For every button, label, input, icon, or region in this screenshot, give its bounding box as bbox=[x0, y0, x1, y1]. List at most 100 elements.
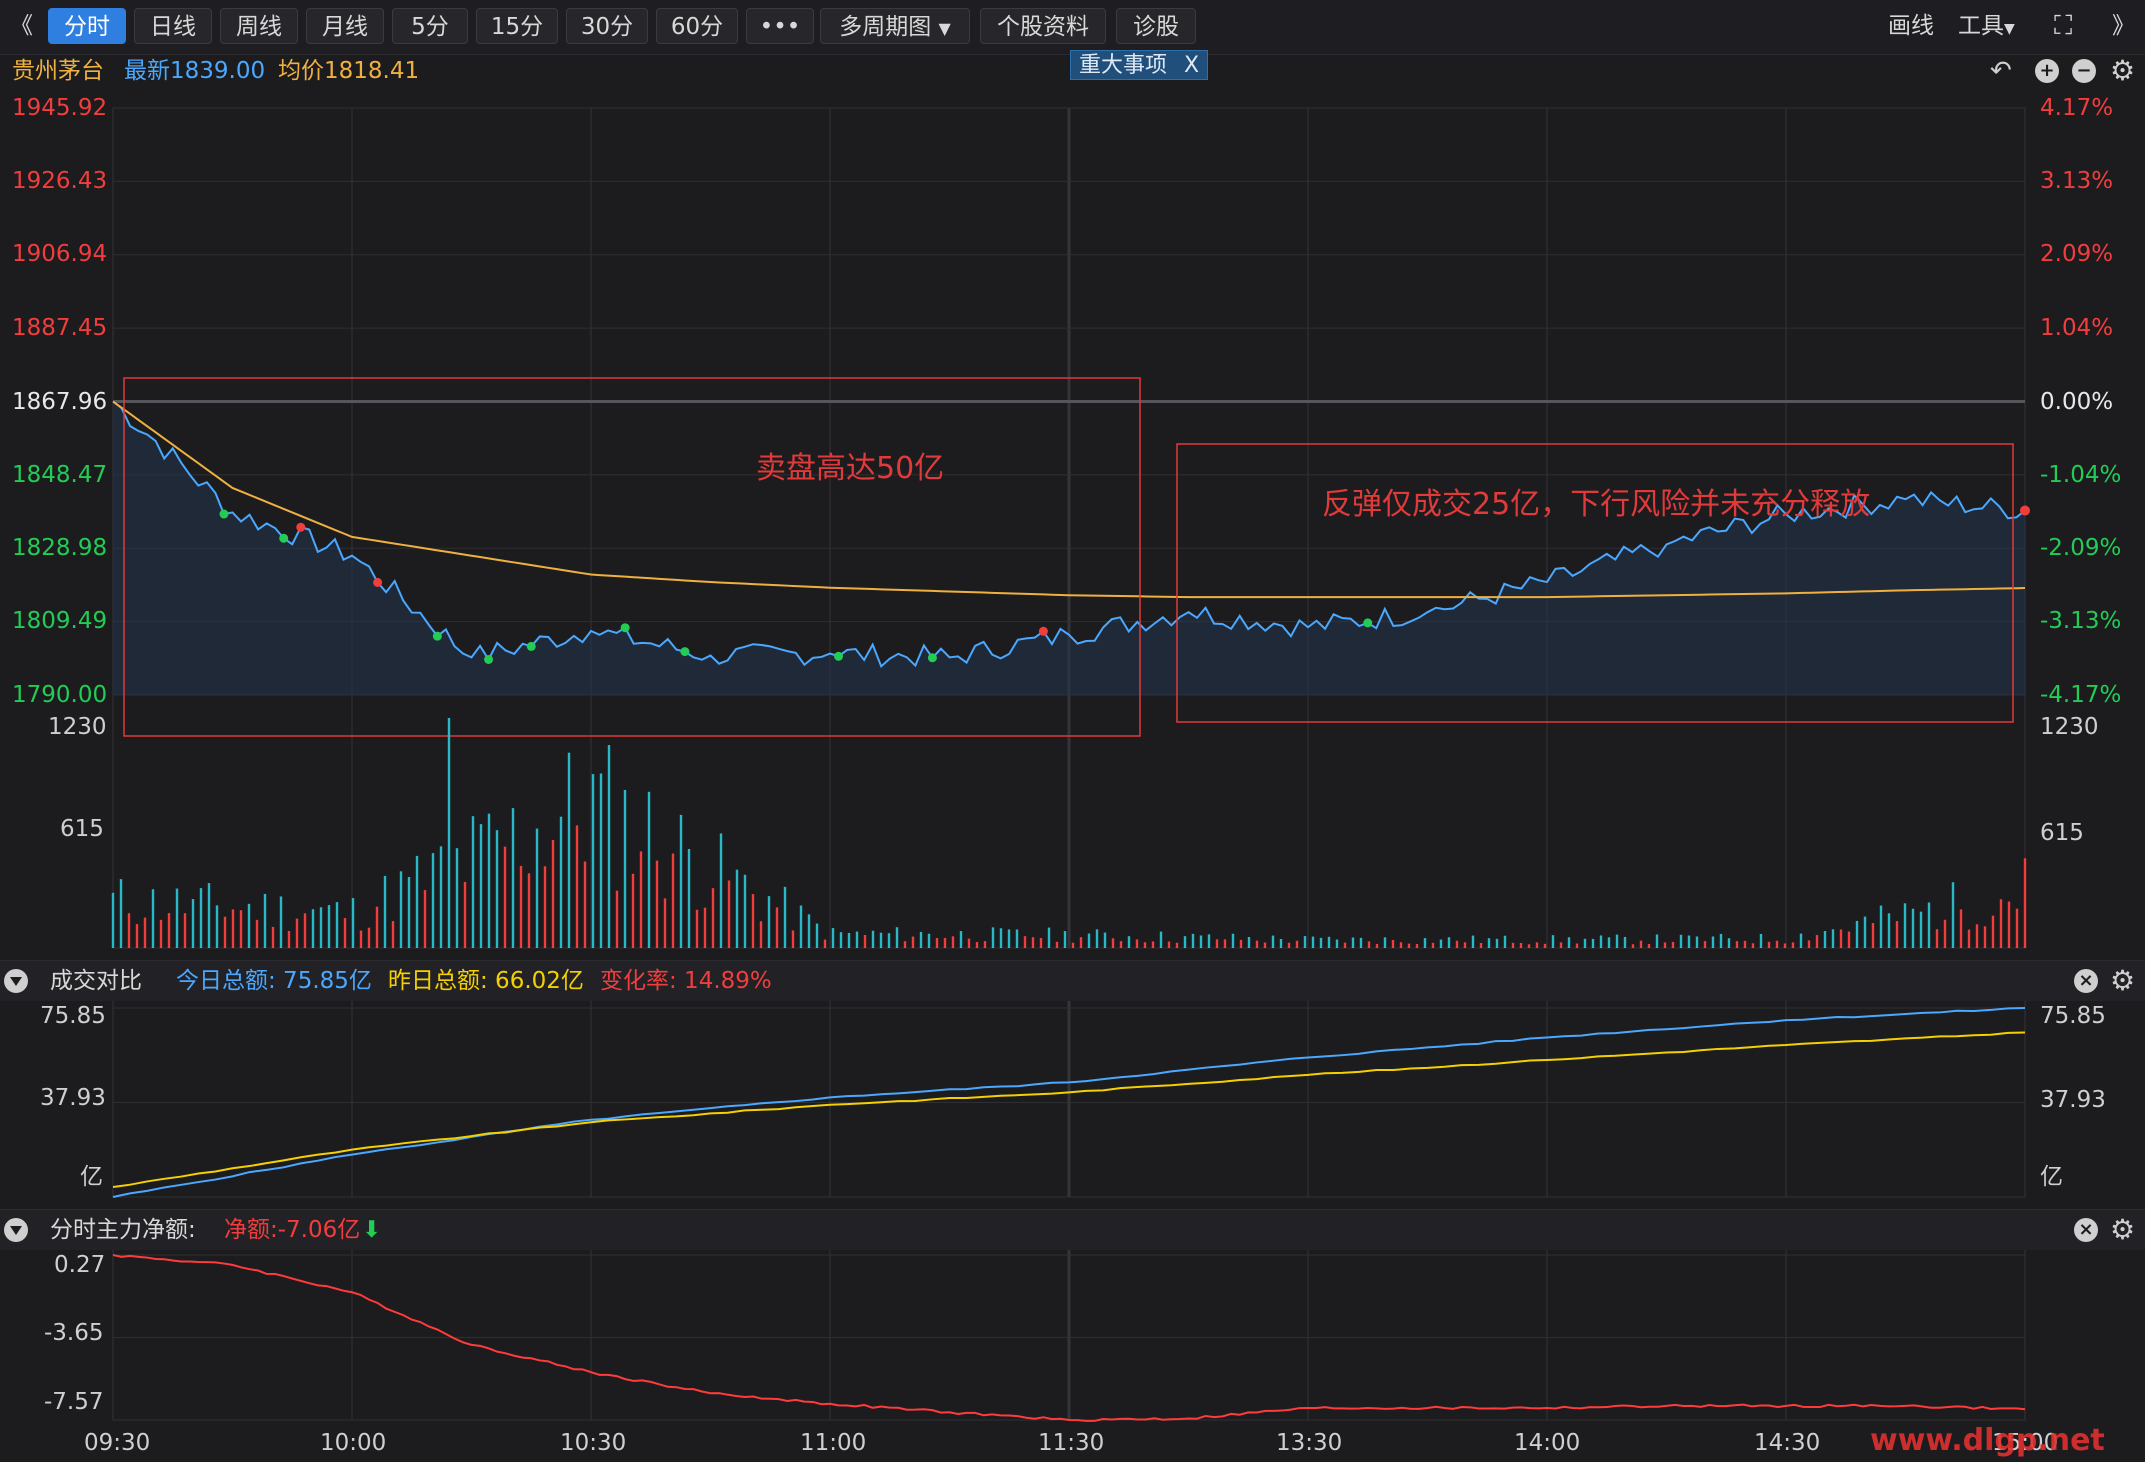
volume-bar bbox=[1527, 944, 1531, 948]
volume-bar bbox=[1719, 933, 1723, 948]
volume-bar bbox=[695, 909, 699, 948]
net-flow-value: 净额:-7.06亿 bbox=[224, 1217, 361, 1243]
pct-tick: -2.09% bbox=[2040, 535, 2122, 561]
amount-panel-title: 成交对比 bbox=[50, 968, 142, 994]
volume-bar bbox=[983, 941, 987, 948]
volume-bar bbox=[1319, 937, 1323, 948]
volume-bar bbox=[1119, 941, 1123, 948]
volume-bar bbox=[1575, 943, 1579, 948]
volume-bar bbox=[119, 879, 123, 948]
volume-bar bbox=[1991, 915, 1995, 948]
tab-30min[interactable]: 30分 bbox=[566, 8, 648, 44]
collapse-panel-icon[interactable] bbox=[4, 1218, 28, 1242]
volume-bar bbox=[1615, 934, 1619, 948]
volume-bar bbox=[1047, 927, 1051, 948]
fullscreen-icon[interactable]: ⛶ bbox=[2054, 11, 2073, 41]
tab-60min[interactable]: 60分 bbox=[656, 8, 738, 44]
volume-bar bbox=[1151, 941, 1155, 948]
tab-15min[interactable]: 15分 bbox=[476, 8, 558, 44]
volume-bar bbox=[1695, 936, 1699, 948]
amount-tick: 37.93 bbox=[40, 1085, 106, 1111]
volume-bar bbox=[1839, 929, 1843, 948]
zoom-out-icon[interactable]: − bbox=[2072, 59, 2096, 83]
tab-intraday[interactable]: 分时 bbox=[48, 8, 126, 44]
tab-weekly[interactable]: 周线 bbox=[220, 8, 298, 44]
volume-bar bbox=[919, 931, 923, 948]
tab-monthly[interactable]: 月线 bbox=[306, 8, 384, 44]
zoom-in-icon[interactable]: + bbox=[2035, 59, 2059, 83]
volume-bar bbox=[1895, 921, 1899, 948]
volume-bar bbox=[1847, 931, 1851, 948]
volume-bar bbox=[415, 855, 419, 948]
stock-info-button[interactable]: 个股资料 bbox=[980, 8, 1106, 44]
trade-marker bbox=[834, 651, 844, 661]
volume-bar bbox=[1407, 943, 1411, 948]
volume-bar bbox=[1655, 934, 1659, 948]
price-line bbox=[112, 400, 2026, 669]
close-panel-icon[interactable]: × bbox=[2074, 1218, 2098, 1242]
volume-bar bbox=[247, 903, 251, 948]
volume-bar bbox=[951, 936, 955, 948]
collapse-right-icon[interactable]: 》 bbox=[2112, 13, 2135, 39]
volume-bar bbox=[791, 930, 795, 948]
volume-bar bbox=[495, 830, 499, 948]
time-tick: 09:30 bbox=[84, 1430, 151, 1456]
amount-unit: 亿 bbox=[2040, 1164, 2063, 1190]
multi-period-label: 多周期图 bbox=[839, 14, 932, 40]
volume-bar bbox=[631, 873, 635, 948]
watermark: www.dlgp.net bbox=[1870, 1423, 2105, 1458]
volume-bar bbox=[1639, 940, 1643, 948]
volume-bar bbox=[1767, 941, 1771, 948]
tab-daily[interactable]: 日线 bbox=[134, 8, 212, 44]
trade-marker bbox=[279, 533, 289, 543]
more-tabs-button[interactable]: ••• bbox=[746, 8, 814, 44]
volume-bar bbox=[1647, 943, 1651, 948]
volume-bar bbox=[871, 930, 875, 948]
price-tick: 1906.94 bbox=[12, 241, 108, 267]
undo-icon[interactable]: ↶ bbox=[1990, 56, 2012, 86]
pct-tick: 0.00% bbox=[2040, 389, 2114, 415]
volume-bar bbox=[1303, 936, 1307, 948]
volume-bar bbox=[439, 846, 443, 948]
volume-bar bbox=[647, 791, 651, 948]
trade-marker bbox=[927, 653, 937, 663]
volume-bar bbox=[527, 873, 531, 948]
collapse-left-icon[interactable]: 《 bbox=[10, 13, 33, 39]
amount-tick: 75.85 bbox=[40, 1003, 106, 1029]
volume-bar bbox=[1423, 938, 1427, 948]
volume-bar bbox=[1479, 942, 1483, 948]
close-icon[interactable]: X bbox=[1184, 53, 1200, 78]
tab-5min[interactable]: 5分 bbox=[392, 8, 468, 44]
volume-bar bbox=[359, 930, 363, 948]
volume-bar bbox=[255, 919, 259, 948]
volume-bar bbox=[295, 918, 299, 948]
volume-bar bbox=[1295, 940, 1299, 948]
volume-bar bbox=[503, 846, 507, 948]
close-panel-icon[interactable]: × bbox=[2074, 969, 2098, 993]
volume-bar bbox=[575, 825, 579, 948]
settings-gear-icon[interactable]: ⚙ bbox=[2110, 54, 2136, 87]
collapse-panel-icon[interactable] bbox=[4, 969, 28, 993]
major-event-tag[interactable]: 重大事项 X bbox=[1070, 50, 1208, 80]
volume-bar bbox=[1343, 942, 1347, 948]
volume-bar bbox=[1351, 937, 1355, 948]
settings-gear-icon[interactable]: ⚙ bbox=[2110, 964, 2136, 997]
diagnose-button[interactable]: 诊股 bbox=[1116, 8, 1196, 44]
draw-line-button[interactable]: 画线 bbox=[1888, 13, 1934, 39]
volume-bar bbox=[1103, 932, 1107, 948]
volume-bar bbox=[1311, 936, 1315, 948]
volume-bar bbox=[583, 861, 587, 948]
volume-bar bbox=[231, 909, 235, 948]
multi-period-dropdown[interactable]: 多周期图 ▼ bbox=[820, 8, 970, 44]
price-tick: 1867.96 bbox=[12, 389, 108, 415]
tools-dropdown[interactable]: 工具▼ bbox=[1958, 8, 2015, 44]
volume-bar bbox=[567, 752, 571, 948]
volume-bar bbox=[1447, 937, 1451, 948]
volume-bar bbox=[879, 932, 883, 948]
settings-gear-icon[interactable]: ⚙ bbox=[2110, 1213, 2136, 1246]
volume-bar bbox=[311, 909, 315, 948]
last-price-dot bbox=[2020, 505, 2030, 516]
down-arrow-icon: ⬇ bbox=[362, 1217, 382, 1243]
volume-bar bbox=[1055, 941, 1059, 948]
